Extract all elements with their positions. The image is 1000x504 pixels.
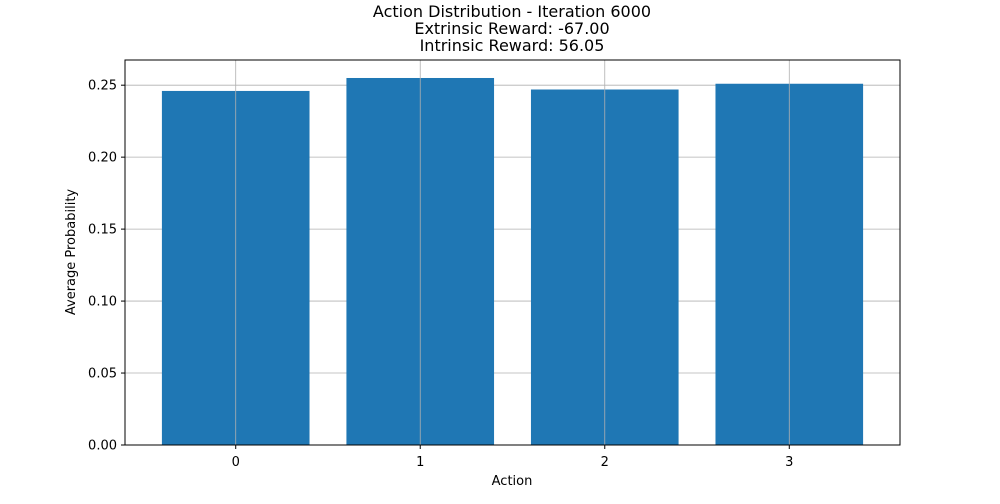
- x-tick-label: 3: [785, 455, 793, 470]
- y-tick-label: 0.10: [88, 295, 117, 310]
- y-tick-label: 0.15: [88, 223, 117, 238]
- y-tick-label: 0.20: [88, 151, 117, 166]
- y-tick-label: 0.25: [88, 79, 117, 94]
- y-axis-ticks: 0.00 0.05 0.10 0.15 0.20 0.25: [88, 79, 125, 454]
- plot-area-frame: [124, 59, 901, 446]
- vertical-grid-lines: [235, 60, 790, 445]
- x-axis-label: Action: [492, 474, 533, 489]
- x-tick-label: 1: [416, 455, 424, 470]
- x-tick-label: 2: [601, 455, 609, 470]
- y-tick-label: 0.00: [88, 439, 117, 454]
- chart-title-line-3: Intrinsic Reward: 56.05: [420, 36, 605, 55]
- x-axis-ticks: 0 1 2 3: [232, 445, 793, 470]
- chart-title-line-1: Action Distribution - Iteration 6000: [373, 2, 651, 21]
- chart-title: Action Distribution - Iteration 6000 Ext…: [373, 2, 651, 55]
- y-tick-label: 0.05: [88, 367, 117, 382]
- y-axis-label: Average Probability: [64, 189, 79, 316]
- x-tick-label: 0: [232, 455, 240, 470]
- bars: [161, 77, 864, 446]
- chart-title-line-2: Extrinsic Reward: -67.00: [414, 19, 609, 38]
